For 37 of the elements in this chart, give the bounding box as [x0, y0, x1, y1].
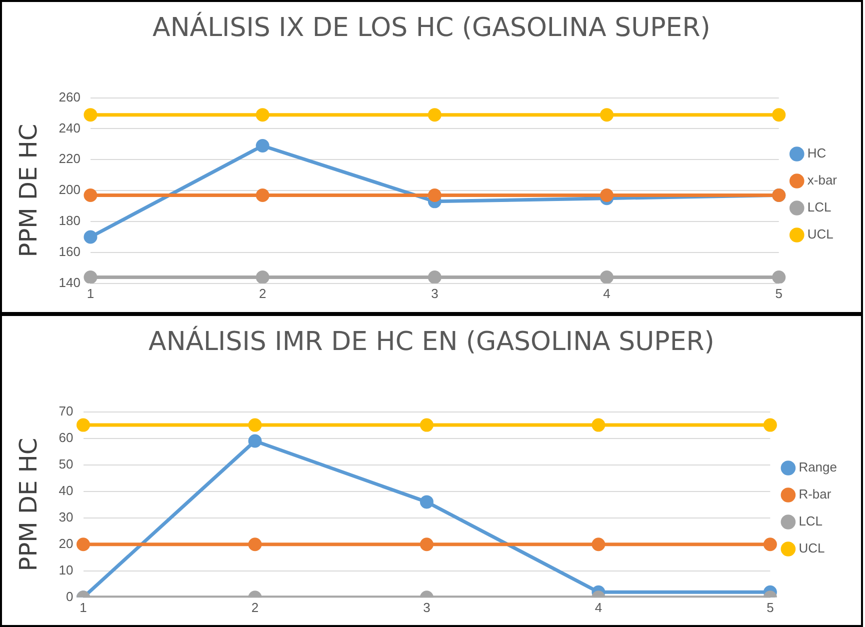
- x-tick-label: 3: [431, 286, 438, 301]
- chart-title: ANÁLISIS IMR DE HC EN (GASOLINA SUPER): [148, 326, 716, 358]
- legend-label: LCL: [798, 513, 823, 528]
- y-tick-label: 50: [58, 456, 74, 471]
- y-axis-title: PPM DE HC: [14, 437, 43, 571]
- x-tick-label: 5: [766, 599, 774, 614]
- y-tick-label: 40: [58, 482, 74, 498]
- legend-label: R-bar: [798, 486, 832, 502]
- y-tick-label: 160: [58, 244, 80, 260]
- legend-label: x-bar: [807, 172, 838, 188]
- chart-title: ANÁLISIS IX DE LOS HC (GASOLINA SUPER): [152, 12, 712, 45]
- y-tick-label: 10: [58, 562, 74, 577]
- y-tick-label: 200: [58, 182, 80, 198]
- x-tick-label: 1: [80, 599, 87, 614]
- y-tick-label: 70: [58, 402, 74, 418]
- x-tick-label: 1: [86, 286, 94, 301]
- y-tick-label: 0: [66, 588, 74, 604]
- legend-label: Range: [798, 459, 838, 474]
- legend-label: HC: [807, 146, 826, 161]
- x-tick-label: 4: [594, 599, 602, 614]
- y-tick-label: 30: [58, 508, 74, 524]
- legend-label: UCL: [798, 540, 825, 556]
- y-tick-label: 220: [58, 151, 80, 166]
- x-tick-label: 3: [423, 599, 430, 614]
- x-tick-label: 5: [775, 286, 782, 301]
- legend-label: LCL: [807, 200, 832, 215]
- y-tick-label: 60: [58, 429, 74, 444]
- y-tick-label: 240: [58, 120, 80, 136]
- legend-label: UCL: [807, 226, 834, 242]
- x-tick-label: 2: [251, 599, 259, 614]
- x-tick-label: 4: [603, 286, 610, 301]
- y-axis-title: PPM DE HC: [14, 124, 43, 258]
- y-tick-label: 20: [58, 535, 74, 550]
- y-tick-label: 140: [58, 274, 80, 290]
- y-tick-label: 180: [58, 213, 80, 228]
- x-tick-label: 2: [258, 286, 266, 301]
- y-tick-label: 260: [58, 89, 80, 104]
